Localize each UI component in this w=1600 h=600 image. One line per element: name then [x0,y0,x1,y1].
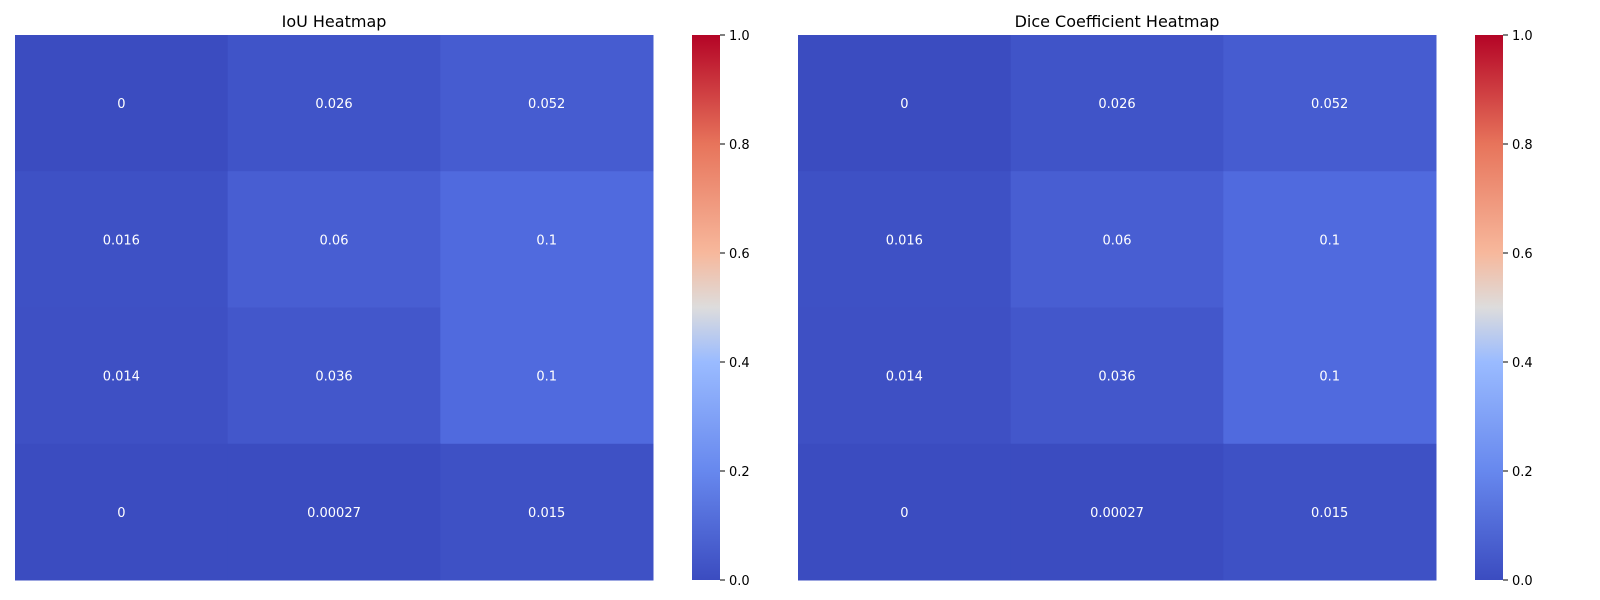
heatmap-cell [1010,307,1224,445]
heatmap-cell [798,35,1012,172]
heatmap-cell [440,443,654,581]
cell-annotation: 0.036 [1098,370,1135,385]
cell-annotation: 0.00027 [1090,506,1144,521]
heatmap-cell [1010,35,1224,172]
colorbar-tick-label: 0.8 [1512,138,1533,153]
cell-annotation: 0.026 [1098,97,1135,112]
heatmap-cell [1223,307,1437,445]
heatmap-grid: 0 0.026 0.052 0.016 0.06 0.1 0.014 0.036 0.1 0 0.0… [15,35,654,581]
cell-annotation: 0.1 [1319,233,1340,248]
cell-annotation: 0.1 [1319,370,1340,385]
cell-annotation: 0 [900,506,908,521]
heatmap-cell [227,307,441,445]
heatmap-cell [440,171,654,308]
colorbar-gradient [692,35,720,580]
cell-annotation: 0 [900,97,908,112]
cell-annotation: 0.015 [1311,506,1348,521]
cell-annotation: 0.016 [103,233,140,248]
heatmap-cell [15,35,229,172]
heatmap-cell [1223,171,1437,308]
colorbar-tick-label: 0.8 [729,138,750,153]
heatmap-cell [440,307,654,445]
cell-annotation: 0.014 [886,370,923,385]
colorbar-tick-label: 0.4 [1512,356,1533,371]
heatmap-cell [1223,35,1437,172]
cell-annotation: 0.014 [103,370,140,385]
cell-annotation: 0.00027 [307,506,361,521]
colorbar-tick-label: 0.0 [1512,574,1533,589]
cell-annotation: 0 [117,506,125,521]
heatmap-cell [798,307,1012,445]
iou-heatmap-panel: IoU Heatmap 0 0.026 0.052 0.016 0.06 0.1 0.014… [15,12,750,589]
heatmap-cell [15,171,229,308]
dice-heatmap-panel: Dice Coefficient Heatmap 0 0.026 0.0520.01… [798,12,1533,589]
cell-annotation: 0 [117,97,125,112]
heatmap-cell [227,443,441,581]
heatmap-cell [1223,443,1437,581]
cell-annotation: 0.1 [536,233,557,248]
colorbar: 0.0 0.2 0.4 0.6 0.8 1.0 [692,29,750,589]
heatmap-grid: 0 0.026 0.052 0.016 0.06 0.1 0.014 0.036 0.1 0 0.0… [798,35,1437,581]
cell-annotation: 0.06 [320,233,349,248]
colorbar-ticks: 0.0 0.2 0.4 0.6 0.8 1.0 [720,29,750,589]
colorbar-tick-label: 0.4 [729,356,750,371]
colorbar-ticks: 0.0 0.2 0.4 0.6 0.8 1.0 [1503,29,1533,589]
heatmap-cell [440,35,654,172]
colorbar-tick-label: 0.2 [729,465,750,480]
heatmap-cell [227,171,441,308]
colorbar-tick-label: 0.2 [1512,465,1533,480]
colorbar-tick-label: 0.0 [729,574,750,589]
colorbar-tick-label: 0.6 [1512,247,1533,262]
cell-annotation: 0.052 [528,97,565,112]
chart-title: Dice Coefficient Heatmap [1015,12,1220,31]
cell-annotation: 0.1 [536,370,557,385]
colorbar: 0.0 0.2 0.4 0.6 0.8 1.0 [1475,29,1533,589]
chart-title: IoU Heatmap [282,12,387,31]
cell-annotation: 0.052 [1311,97,1348,112]
colorbar-tick-label: 1.0 [729,29,750,44]
cell-annotation: 0.015 [528,506,565,521]
colorbar-tick-label: 1.0 [1512,29,1533,44]
heatmap-cell [227,35,441,172]
heatmap-cell [798,171,1012,308]
heatmap-cell [1010,443,1224,581]
cell-annotation: 0.016 [886,233,923,248]
heatmap-cell [15,307,229,445]
colorbar-tick-label: 0.6 [729,247,750,262]
colorbar-gradient [1475,35,1503,580]
cell-annotation: 0.06 [1103,233,1132,248]
heatmap-cell [798,443,1012,581]
cell-annotation: 0.026 [315,97,352,112]
heatmap-cell [15,443,229,581]
cell-annotation: 0.036 [315,370,352,385]
heatmap-cell [1010,171,1224,308]
